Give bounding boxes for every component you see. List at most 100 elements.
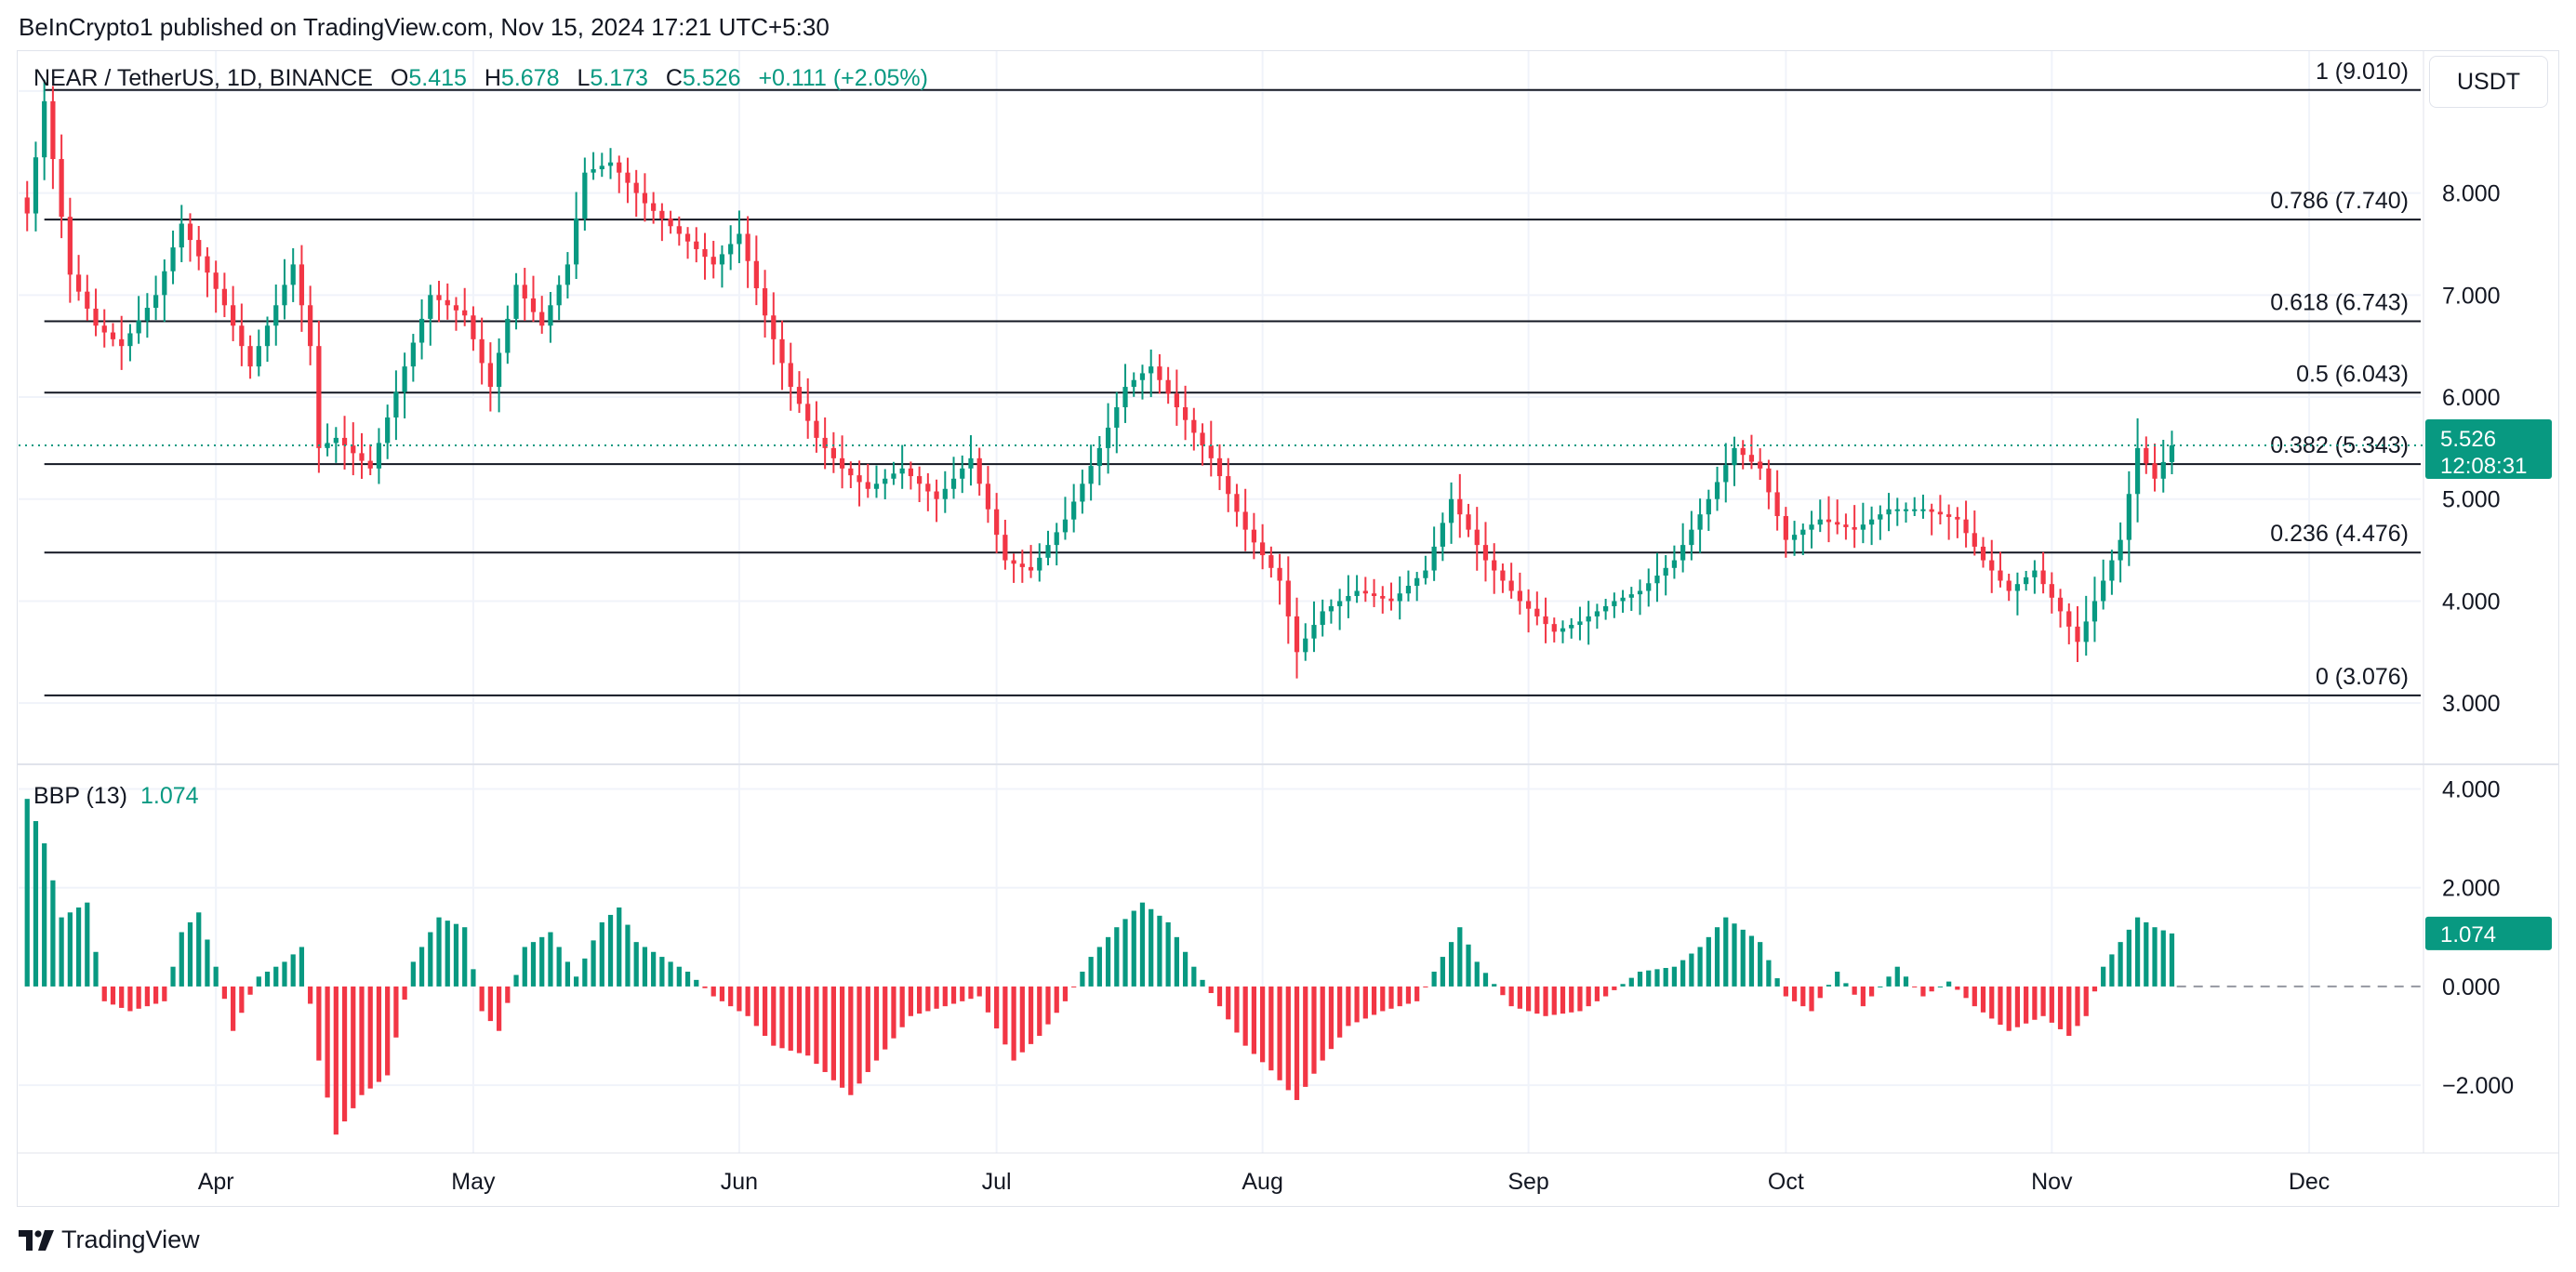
bbp-bar: [839, 986, 845, 1088]
candle: [1543, 616, 1548, 625]
candle: [556, 285, 562, 306]
candle: [625, 172, 631, 183]
bbp-bar: [822, 986, 828, 1072]
candle: [1071, 501, 1077, 520]
candle: [170, 247, 176, 272]
candle: [1251, 529, 1257, 543]
bbp-bar: [1783, 986, 1788, 997]
bbp-bar: [1216, 986, 1223, 1007]
candle: [994, 509, 1000, 536]
candle: [436, 295, 442, 300]
candle: [1019, 563, 1025, 567]
candle: [67, 217, 73, 275]
bbp-bar: [1972, 986, 1977, 1007]
tradingview-logo[interactable]: TradingView: [19, 1226, 200, 1254]
bbp-bar: [1474, 961, 1480, 987]
candle: [985, 484, 991, 510]
candle: [1525, 601, 1532, 609]
candle: [1466, 514, 1471, 530]
candle: [1003, 535, 1008, 561]
candle: [745, 233, 750, 261]
bbp-bar: [187, 921, 193, 987]
candle: [1569, 625, 1574, 629]
bbp-bar: [325, 986, 330, 1098]
candle: [1920, 509, 1926, 511]
bbp-bar: [1560, 986, 1566, 1014]
candle: [1294, 616, 1300, 653]
candle: [2066, 611, 2072, 627]
bbp-bar: [196, 912, 202, 987]
candle: [728, 244, 734, 255]
bbp-bar: [119, 986, 125, 1008]
bbp-bar: [256, 976, 261, 987]
candle: [1628, 594, 1634, 598]
candle: [471, 315, 476, 339]
price-axis-label: 6.000: [2442, 385, 2501, 411]
candle: [668, 219, 673, 227]
bbp-bar: [205, 939, 210, 987]
candle: [1654, 576, 1660, 584]
bbp-bar: [213, 966, 219, 987]
bbp-bar: [1500, 986, 1506, 996]
candle: [2049, 584, 2054, 598]
candle: [231, 305, 236, 326]
publisher-note: BeInCrypto1 published on TradingView.com…: [19, 13, 830, 41]
candle: [256, 346, 261, 367]
bbp-bar: [591, 940, 596, 987]
low-value: 5.173: [590, 65, 648, 91]
bbp-bar: [445, 921, 450, 987]
change-value: +0.111 (+2.05%): [758, 65, 928, 91]
bbp-bar: [24, 799, 30, 987]
high-value: 5.678: [500, 65, 560, 91]
bbp-bar: [1088, 957, 1094, 987]
symbol-title: NEAR / TetherUS, 1D, BINANCE: [33, 65, 373, 91]
candle: [1646, 583, 1652, 591]
bbp-bar: [2134, 917, 2141, 987]
candle: [1809, 524, 1814, 530]
candle: [1980, 546, 1986, 561]
candle: [1603, 605, 1609, 612]
candle: [1637, 590, 1643, 595]
bbp-bar: [1817, 986, 1823, 999]
close-value: 5.526: [682, 65, 741, 91]
candle: [1157, 366, 1162, 380]
currency-button[interactable]: USDT: [2429, 56, 2548, 108]
bbp-bar: [1226, 986, 1231, 1020]
bbp-bar: [1740, 929, 1746, 987]
bbp-bar: [496, 986, 502, 1031]
candle: [1766, 468, 1772, 493]
bbp-bar: [873, 986, 880, 1061]
candle: [1182, 407, 1188, 420]
bbp-bar: [1998, 986, 2003, 1026]
bbp-bar: [1860, 986, 1866, 1007]
candle: [1732, 447, 1737, 466]
bbp-bar: [599, 921, 604, 987]
candle: [873, 484, 880, 489]
bbp-bar: [1182, 951, 1188, 987]
bbp-bar: [487, 986, 493, 1022]
bbp-bar: [719, 986, 725, 1001]
bbp-bar: [1603, 986, 1609, 997]
candle: [2169, 445, 2175, 462]
bbp-bar: [136, 986, 141, 1009]
candle: [1114, 407, 1120, 428]
candle: [385, 417, 391, 444]
candle: [865, 482, 870, 489]
candle: [308, 305, 313, 347]
candle: [1242, 511, 1248, 530]
candle: [453, 305, 459, 311]
candle: [788, 363, 793, 388]
bbp-bar: [479, 986, 485, 1012]
bbp-bar: [1174, 936, 1179, 987]
candle: [796, 387, 803, 404]
candle: [2075, 626, 2080, 643]
bbp-bar: [1706, 936, 1711, 987]
countdown-value: 12:08:31: [2440, 454, 2527, 479]
bbp-bar: [617, 907, 622, 987]
candle: [1174, 393, 1179, 407]
candle: [2091, 601, 2098, 622]
candle: [1577, 621, 1583, 626]
bbp-bar: [2109, 954, 2115, 987]
bbp-value-badge: [2425, 916, 2552, 950]
